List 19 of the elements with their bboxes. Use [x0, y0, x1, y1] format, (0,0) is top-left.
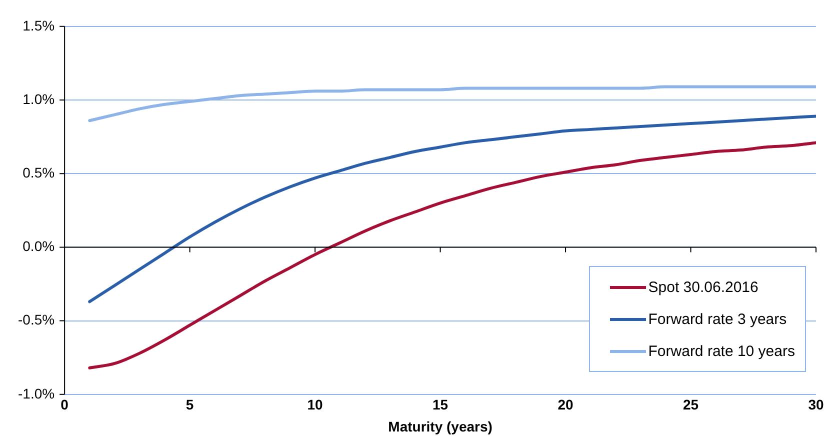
x-tick-label: 0	[60, 396, 69, 413]
legend-label: Spot 30.06.2016	[648, 278, 758, 296]
legend-label: Forward rate 10 years	[648, 342, 795, 360]
x-tick-label: 20	[558, 396, 574, 413]
x-tick-label: 10	[307, 396, 324, 413]
y-tick-label: 1.5%	[22, 17, 55, 34]
y-tick-label: -1.0%	[18, 385, 55, 402]
line-series	[88, 114, 816, 304]
line-series	[88, 141, 816, 370]
x-tick-label: 5	[186, 396, 194, 413]
y-tick-label: -0.5%	[18, 312, 55, 328]
y-tick-label: 0.0%	[22, 238, 55, 254]
x-axis-title: Maturity (years)	[388, 418, 492, 434]
legend-label: Forward rate 3 years	[648, 310, 787, 328]
x-tick-label: 15	[432, 396, 448, 413]
y-tick-label: 1.0%	[22, 90, 55, 107]
y-tick-label: 0.5%	[22, 164, 55, 180]
x-tick-label: 25	[682, 396, 699, 413]
x-tick-label: 30	[808, 396, 824, 413]
